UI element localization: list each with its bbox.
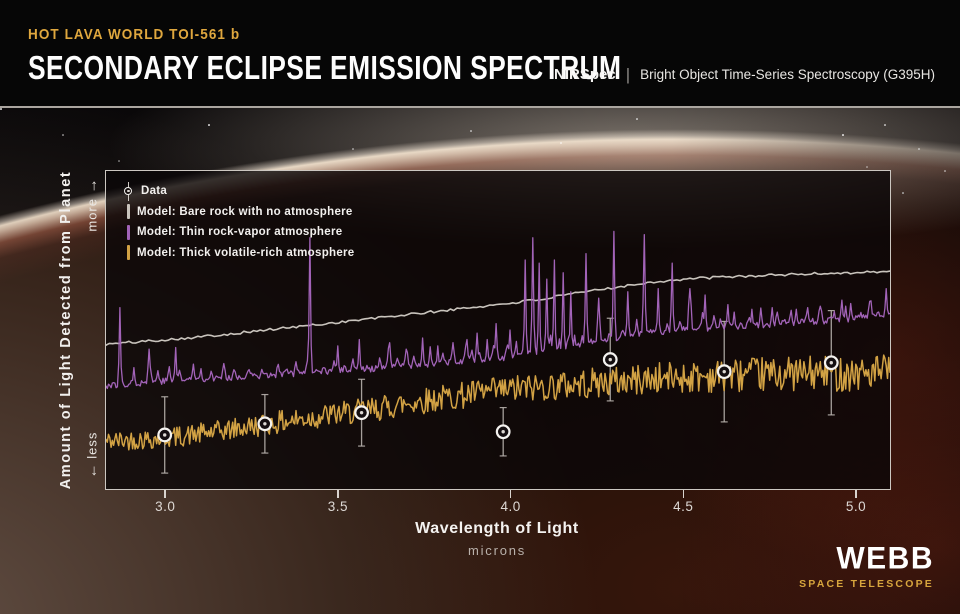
legend-label: Data [141,185,168,198]
error-bars [161,310,835,474]
up-arrow-icon: → [83,178,101,194]
y-axis-title: Amount of Light Detected from Planet [58,170,74,490]
legend-item: Data [123,181,355,202]
x-axis-tick [509,490,512,498]
x-axis-tick [855,490,857,498]
x-axis-title: Wavelength of Light [415,520,579,537]
legend-item: Model: Thick volatile-rich atmosphere [123,243,355,264]
title-block: HOT LAVA WORLD TOI-561 b SECONDARY ECLIP… [28,26,770,87]
planet-name-eyebrow: HOT LAVA WORLD TOI-561 b [28,26,241,43]
legend-label: Model: Thin rock-vapor atmosphere [137,226,343,239]
chart-legend: Data Model: Bare rock with no atmosphere M… [123,181,355,263]
model-curve [106,230,890,390]
legend-line-swatch [127,224,130,240]
x-axis-tick [337,490,339,498]
x-axis-tick-label: 3.0 [155,499,176,514]
x-axis-tick-label: 5.0 [845,499,867,514]
header-bar: HOT LAVA WORLD TOI-561 b SECONDARY ECLIP… [0,0,960,106]
spectrum-chart [106,230,890,474]
instrument-name: NIRSpec [554,66,616,83]
y-axis-more-label: more → [83,178,101,232]
x-axis-units: microns [467,543,527,558]
separator-bar: | [625,65,631,84]
x-axis-tick-label: 4.5 [673,499,694,514]
data-point-icon [123,181,134,201]
legend-label: Model: Bare rock with no atmosphere [137,205,353,218]
stars-decoration [0,108,2,110]
x-axis-tick [682,490,685,498]
x-axis-tick-label: 3.5 [327,499,349,514]
webb-tagline: SPACE TELESCOPE [799,578,934,590]
webb-wordmark: WEBB [836,541,934,577]
webb-logo: WEBB SPACE TELESCOPE [799,541,934,590]
observation-mode: Bright Object Time-Series Spectroscopy (… [640,67,935,82]
legend-item: Model: Bare rock with no atmosphere [123,202,355,223]
legend-line-swatch [127,204,130,220]
y-axis-less-label: ← less [83,431,101,479]
header-divider-line [0,106,960,108]
legend-line-swatch [127,245,130,261]
data-point-markers [157,352,839,443]
spectrum-plot-panel: Data Model: Bare rock with no atmosphere M… [105,170,891,490]
legend-item: Model: Thin rock-vapor atmosphere [123,222,355,243]
x-axis-tick-label: 4.0 [500,499,521,514]
model-curve [106,354,890,451]
x-axis-tick [164,490,166,498]
down-arrow-icon: ← [83,463,101,479]
model-curve [106,270,890,346]
instrument-block: NIRSpec | Bright Object Time-Series Spectr… [554,64,935,84]
planet-background-image: Amount of Light Detected from Planet mor… [0,108,960,614]
legend-label: Model: Thick volatile-rich atmosphere [137,246,355,259]
page-title: SECONDARY ECLIPSE EMISSION SPECTRUM [28,49,622,86]
